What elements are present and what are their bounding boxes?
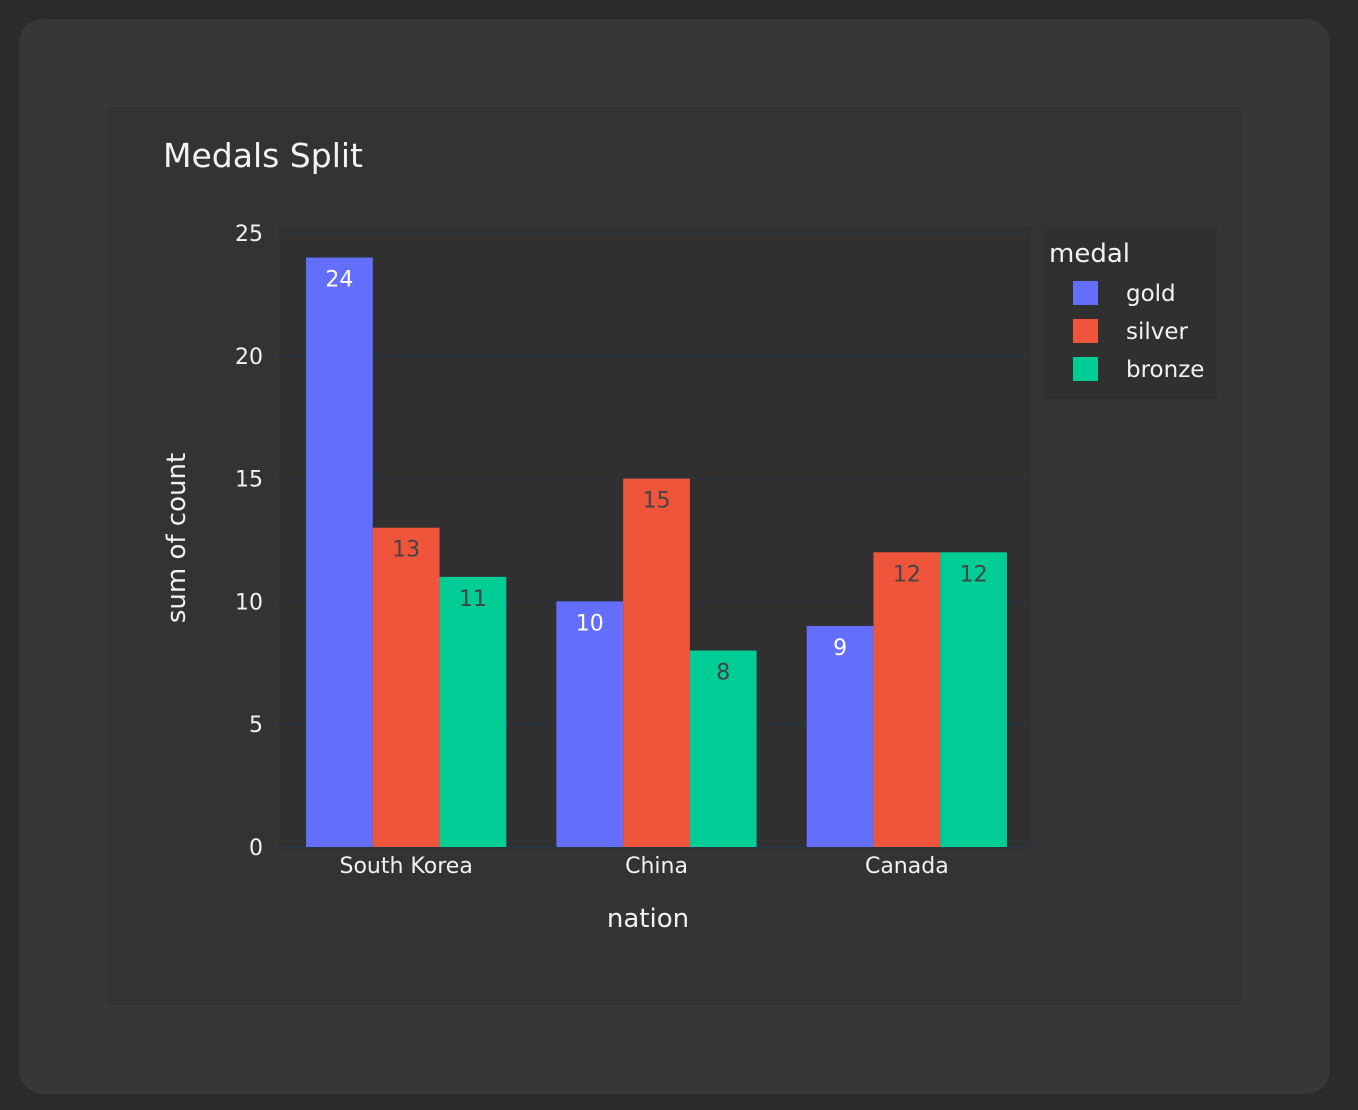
x-tick-labels: South Korea China Canada: [340, 854, 949, 879]
bar-value-label: 11: [459, 587, 487, 612]
bar-value-label: 10: [576, 611, 604, 636]
bar-gold: [556, 601, 624, 847]
y-tick-label: 10: [235, 590, 263, 615]
y-tick-label: 25: [235, 222, 263, 247]
x-tick-label: China: [625, 854, 688, 879]
bar-silver: [873, 552, 941, 847]
bar-labels: 24 13 11 10 15 8 9 12 12: [325, 268, 987, 686]
x-tick-label: South Korea: [340, 854, 473, 879]
legend-label-gold: gold: [1126, 281, 1176, 307]
bar-value-label: 9: [833, 636, 847, 661]
bar-gold: [806, 625, 874, 847]
bar-value-label: 12: [960, 562, 988, 587]
bar-bronze: [689, 650, 757, 847]
y-tick-label: 0: [249, 836, 263, 861]
bar-value-label: 15: [643, 489, 671, 514]
legend-swatch-gold: [1073, 281, 1098, 305]
legend-swatch-bronze: [1073, 357, 1098, 381]
x-axis-title: nation: [607, 904, 689, 934]
bar-bronze: [940, 552, 1007, 847]
bar-gold: [306, 257, 373, 847]
legend-items: gold silver bronze: [1073, 281, 1204, 383]
bar-value-label: 8: [716, 661, 730, 686]
y-tick-label: 20: [235, 345, 263, 370]
x-tick-label: Canada: [865, 854, 949, 879]
legend-title: medal: [1049, 239, 1130, 269]
legend: medal gold silver bronze: [1045, 227, 1217, 399]
y-axis-title: sum of count: [162, 453, 192, 623]
y-tick-label: 15: [235, 468, 263, 493]
bar-silver: [623, 478, 690, 847]
chart-title: Medals Split: [163, 136, 363, 175]
y-tick-label: 5: [249, 713, 263, 738]
bars: [306, 257, 1007, 847]
y-tick-labels: 0 5 10 15 20 25: [235, 222, 263, 861]
legend-label-silver: silver: [1126, 319, 1189, 345]
bar-value-label: 13: [392, 538, 420, 563]
bar-value-label: 24: [325, 268, 353, 293]
bar-value-label: 12: [893, 562, 921, 587]
bar-bronze: [439, 576, 507, 847]
bar-silver: [372, 527, 440, 847]
legend-swatch-silver: [1073, 319, 1098, 343]
legend-label-bronze: bronze: [1126, 357, 1204, 383]
